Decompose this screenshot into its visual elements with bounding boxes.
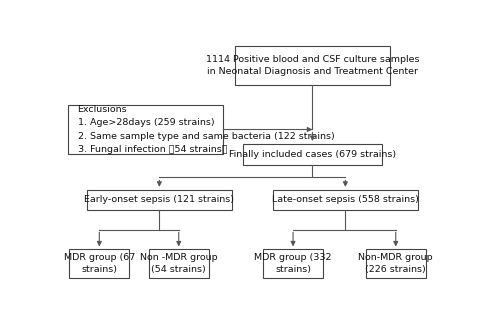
- FancyBboxPatch shape: [263, 249, 323, 278]
- FancyBboxPatch shape: [86, 190, 232, 210]
- FancyBboxPatch shape: [148, 249, 209, 278]
- Text: 1114 Positive blood and CSF culture samples
in Neonatal Diagnosis and Treatment : 1114 Positive blood and CSF culture samp…: [206, 55, 419, 76]
- Text: MDR group (332
strains): MDR group (332 strains): [254, 253, 332, 274]
- Text: Finally included cases (679 strains): Finally included cases (679 strains): [229, 150, 396, 159]
- Text: MDR group (67
strains): MDR group (67 strains): [64, 253, 135, 274]
- FancyBboxPatch shape: [242, 144, 382, 165]
- FancyBboxPatch shape: [70, 249, 130, 278]
- Text: Late-onset sepsis (558 strains): Late-onset sepsis (558 strains): [272, 195, 419, 204]
- Text: Early-onset sepsis (121 strains): Early-onset sepsis (121 strains): [84, 195, 234, 204]
- Text: Exclusions
1. Age>28days (259 strains)
2. Same sample type and same bacteria (12: Exclusions 1. Age>28days (259 strains) 2…: [78, 105, 334, 154]
- FancyBboxPatch shape: [272, 190, 418, 210]
- Text: Non -MDR group
(54 strains): Non -MDR group (54 strains): [140, 253, 218, 274]
- FancyBboxPatch shape: [235, 46, 390, 85]
- FancyBboxPatch shape: [366, 249, 426, 278]
- FancyBboxPatch shape: [68, 105, 224, 154]
- Text: Non-MDR group
(226 strains): Non-MDR group (226 strains): [358, 253, 433, 274]
